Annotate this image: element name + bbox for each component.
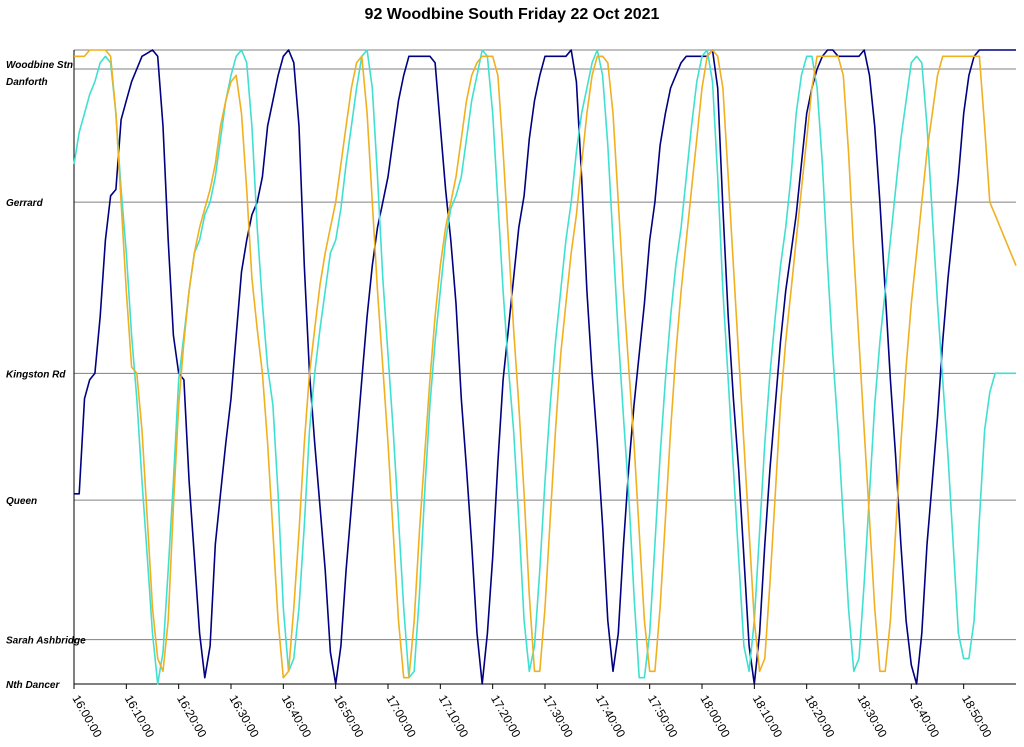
x-tick-label: 17:30:00 bbox=[540, 693, 576, 741]
chart-title: 92 Woodbine South Friday 22 Oct 2021 bbox=[364, 6, 660, 23]
series-line-2 bbox=[73, 49, 1016, 685]
stop-label: Nth Dancer bbox=[6, 680, 60, 691]
x-tick-label: 16:40:00 bbox=[279, 693, 315, 741]
series-line-1 bbox=[74, 49, 1016, 685]
axes bbox=[73, 50, 1016, 685]
stop-label: Gerrard bbox=[6, 198, 44, 209]
x-tick-label: 18:00:00 bbox=[697, 693, 733, 741]
x-tick-label: 16:20:00 bbox=[174, 693, 210, 741]
x-tick-label: 18:10:00 bbox=[750, 693, 786, 741]
x-tick-label: 18:30:00 bbox=[854, 693, 890, 741]
stop-label: Danforth bbox=[6, 77, 48, 88]
series-lines bbox=[73, 49, 1017, 685]
x-tick-label: 18:40:00 bbox=[907, 693, 943, 741]
x-tick-label: 17:00:00 bbox=[383, 693, 419, 741]
stop-label: Queen bbox=[6, 496, 37, 507]
series-line-3 bbox=[74, 49, 1017, 679]
x-tick-label: 16:30:00 bbox=[226, 693, 262, 741]
x-tick-label: 16:10:00 bbox=[122, 693, 158, 741]
x-tick-labels: 16:00:00 16:10:00 16:20:00 16:30:00 16:40:00… bbox=[69, 684, 995, 741]
stop-label: Kingston Rd bbox=[6, 369, 66, 380]
x-tick-label: 18:50:00 bbox=[959, 693, 995, 741]
x-tick-label: 18:20:00 bbox=[802, 693, 838, 741]
grid-lines bbox=[74, 49, 1016, 685]
x-tick-label: 17:20:00 bbox=[488, 693, 524, 741]
x-tick-label: 16:50:00 bbox=[331, 693, 367, 741]
x-tick-label: 17:40:00 bbox=[593, 693, 629, 741]
stop-labels: Woodbine Stn Danforth Gerrard Kingston Rd Qu… bbox=[6, 60, 86, 691]
x-tick-label: 17:10:00 bbox=[436, 693, 472, 741]
x-tick-label: 17:50:00 bbox=[645, 693, 681, 741]
stop-label: Woodbine Stn bbox=[6, 60, 73, 71]
stop-label: Sarah Ashbridge bbox=[6, 636, 86, 647]
x-tick-label: 16:00:00 bbox=[69, 693, 105, 741]
